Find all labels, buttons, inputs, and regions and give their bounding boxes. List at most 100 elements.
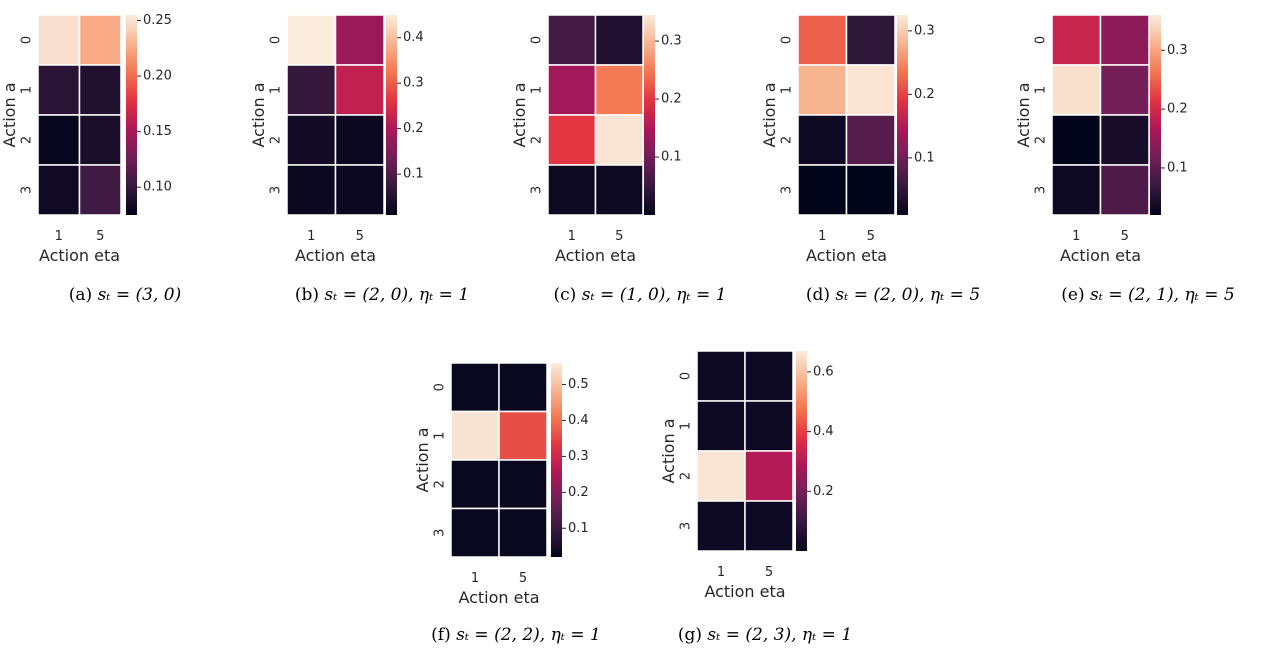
heatmap-cell-r1-c0: [286, 64, 337, 116]
caption-label: (c): [554, 285, 582, 305]
heatmap-cell-r1-c1: [744, 400, 794, 452]
y-tick-label: 0: [433, 383, 448, 391]
caption-label: (b): [295, 285, 325, 305]
heatmap-cell-r3-c1: [1099, 164, 1150, 216]
colorbar-tick-label: 0.4: [403, 30, 424, 45]
colorbar: [1150, 15, 1161, 215]
heatmap-cell-r3-c0: [696, 500, 746, 552]
colorbar-tick-label: 0.3: [1167, 43, 1188, 58]
heatmap-cell-r1-c0: [450, 410, 500, 461]
heatmap-cell-r2-c1: [334, 114, 385, 166]
heatmap-cell-r0-c1: [744, 350, 794, 402]
caption-math: sₜ = (2, 0), ηₜ = 1: [324, 285, 469, 305]
colorbar: [644, 15, 655, 215]
caption-math: sₜ = (2, 2), ηₜ = 1: [456, 625, 601, 645]
y-tick-label: 0: [269, 36, 284, 44]
heatmap-cell-r0-c1: [1099, 14, 1150, 66]
x-axis-label: Action eta: [806, 246, 887, 265]
heatmap-panel-3: 0 1 2 3 1 5 Action eta Action a 0.1 0.2 0.3 (c) sₜ …: [510, 14, 727, 305]
x-axis-label: Action eta: [555, 246, 636, 265]
caption-label: (f): [431, 625, 456, 645]
y-tick-label: 3: [20, 186, 35, 194]
heatmap-cell-r0-c1: [594, 14, 644, 66]
colorbar-tick-label: 0.3: [403, 76, 424, 91]
heatmap-cell-r3-c1: [78, 164, 122, 216]
x-tick-label: 5: [1121, 229, 1129, 244]
heatmap-cell-r0-c1: [334, 14, 385, 66]
heatmap-panel-2: 0 1 2 3 1 5 Action eta Action a 0.1 0.2 0.3 0.4 (b) …: [249, 14, 469, 305]
y-axis-label: Action a: [510, 83, 529, 148]
heatmap-cell-r3-c0: [450, 507, 500, 558]
x-axis-label: Action eta: [704, 582, 785, 601]
panel-caption: (b) sₜ = (2, 0), ηₜ = 1: [295, 285, 469, 305]
heatmap-cell-r3-c1: [744, 500, 794, 552]
y-axis-label: Action a: [413, 428, 432, 493]
heatmap-cell-r0-c1: [498, 362, 548, 413]
y-tick-label: 1: [20, 86, 35, 94]
heatmap-panel-7: 0 1 2 3 1 5 Action eta Action a 0.2 0.4 0.6 (g) sₜ …: [659, 350, 852, 645]
x-tick-label: 5: [96, 229, 104, 244]
heatmap-cell-r0-c0: [696, 350, 746, 402]
heatmap-cell-r0-c0: [1051, 14, 1102, 66]
colorbar-tick-label: 0.1: [1167, 160, 1188, 175]
y-tick-label: 3: [433, 529, 448, 537]
y-tick-label: 3: [780, 186, 795, 194]
heatmap-cell-r0-c0: [450, 362, 500, 413]
y-tick-label: 2: [780, 136, 795, 144]
colorbar-tick-label: 0.1: [568, 521, 589, 536]
heatmap-cell-r3-c1: [845, 164, 896, 216]
colorbar-tick-label: 0.10: [143, 180, 172, 195]
colorbar-tick-label: 0.2: [914, 87, 935, 102]
colorbar-tick-label: 0.5: [568, 377, 589, 392]
caption-math: sₜ = (3, 0): [98, 285, 182, 305]
heatmap-cells: [696, 350, 794, 552]
colorbar-tick-label: 0.15: [143, 124, 172, 139]
y-tick-label: 2: [20, 136, 35, 144]
colorbar-tick-label: 0.2: [1167, 102, 1188, 117]
y-tick-label: 1: [679, 422, 694, 430]
x-axis-label: Action eta: [295, 246, 376, 265]
y-tick-label: 0: [20, 36, 35, 44]
heatmap-panel-1: 0 1 2 3 1 5 Action eta Action a 0.10 0.15 0.20 0.25…: [0, 13, 181, 305]
caption-label: (e): [1061, 285, 1090, 305]
colorbar-tick-label: 0.2: [661, 92, 682, 107]
heatmap-cell-r2-c0: [450, 459, 500, 510]
colorbar: [551, 363, 562, 557]
panel-caption: (g) sₜ = (2, 3), ηₜ = 1: [678, 625, 852, 645]
y-tick-label: 2: [1034, 136, 1049, 144]
heatmap-cells: [547, 14, 644, 216]
heatmap-panel-5: 0 1 2 3 1 5 Action eta Action a 0.1 0.2 0.3 (e) sₜ …: [1014, 14, 1235, 305]
heatmap-cell-r2-c0: [37, 114, 81, 166]
y-tick-label: 0: [679, 372, 694, 380]
x-tick-label: 1: [568, 229, 576, 244]
caption-label: (d): [806, 285, 836, 305]
heatmap-cells: [1051, 14, 1150, 216]
heatmap-cells: [37, 14, 122, 216]
y-tick-label: 1: [530, 86, 545, 94]
x-tick-label: 5: [519, 571, 527, 586]
colorbar-tick-label: 0.3: [568, 449, 589, 464]
heatmap-cell-r3-c0: [797, 164, 848, 216]
y-tick-label: 3: [530, 186, 545, 194]
heatmap-cell-r1-c1: [498, 410, 548, 461]
colorbar: [796, 351, 807, 551]
heatmap-cell-r2-c0: [1051, 114, 1102, 166]
panel-caption: (e) sₜ = (2, 1), ηₜ = 5: [1061, 285, 1234, 305]
panel-caption: (a) sₜ = (3, 0): [69, 285, 181, 305]
heatmap-cell-r3-c0: [37, 164, 81, 216]
y-tick-label: 2: [269, 136, 284, 144]
caption-math: sₜ = (2, 0), ηₜ = 5: [835, 285, 980, 305]
y-tick-label: 3: [269, 186, 284, 194]
y-axis-label: Action a: [0, 83, 19, 148]
y-tick-label: 2: [530, 136, 545, 144]
heatmap-cell-r2-c0: [547, 114, 597, 166]
heatmap-cell-r3-c0: [547, 164, 597, 216]
panel-caption: (c) sₜ = (1, 0), ηₜ = 1: [554, 285, 727, 305]
colorbar: [897, 15, 908, 215]
colorbar-tick-label: 0.2: [813, 484, 834, 499]
caption-math: sₜ = (1, 0), ηₜ = 1: [582, 285, 727, 305]
heatmap-cell-r2-c1: [845, 114, 896, 166]
y-axis-label: Action a: [1014, 83, 1033, 148]
colorbar-tick-label: 0.1: [661, 150, 682, 165]
y-tick-label: 2: [433, 480, 448, 488]
